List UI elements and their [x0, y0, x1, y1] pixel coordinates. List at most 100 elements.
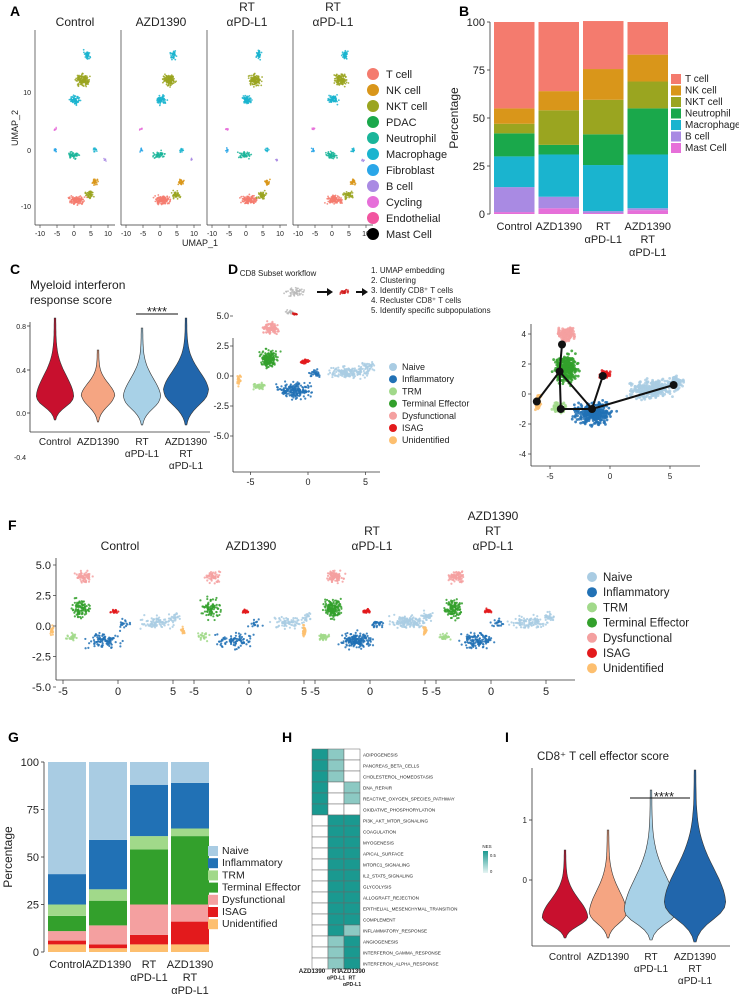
legend-label-d: Naive [402, 362, 425, 372]
cluster-point-d [266, 352, 270, 355]
cluster-point-a [169, 82, 172, 85]
cluster-point-d [368, 364, 371, 367]
cluster-point-a [162, 201, 165, 204]
cluster-point-d [277, 330, 280, 333]
cluster-point-d [284, 384, 287, 388]
cluster-point-a [250, 74, 253, 77]
cluster-point-a [169, 84, 172, 87]
cluster-point-e [667, 390, 670, 393]
cluster-point-d [276, 324, 279, 327]
y-tick-label-d: 5.0 [216, 311, 229, 321]
cluster-point-a [168, 196, 171, 198]
cluster-point-d [357, 365, 360, 368]
legend-swatch [671, 74, 681, 84]
bar-segment [627, 154, 668, 209]
cluster-point-e [562, 380, 565, 384]
x-tick-label: AZD1390 [536, 221, 582, 233]
cluster-point-f [119, 642, 122, 645]
cluster-point-d [270, 356, 273, 359]
cluster-point-a [82, 76, 85, 79]
x-tick-label-a: -5 [140, 231, 146, 238]
y-tick-label-a: 0 [27, 148, 31, 155]
cluster-point-e [602, 421, 606, 425]
cluster-point-a [67, 196, 70, 199]
cluster-point-f [147, 624, 150, 627]
workflow-umap-red [295, 313, 298, 315]
cluster-point-a [75, 104, 78, 107]
cluster-point-a [84, 74, 87, 77]
violin-c [122, 327, 162, 426]
cluster-point-a [190, 158, 193, 161]
cluster-point-a [94, 150, 96, 152]
cluster-point-a [260, 195, 262, 198]
cluster-point-f [87, 646, 90, 650]
cluster-point-d [272, 354, 275, 357]
cluster-point-a [347, 82, 350, 84]
cluster-point-a [105, 160, 107, 162]
cluster-point-a [164, 198, 167, 201]
y-tick-label-d: -2.5 [213, 401, 229, 411]
cluster-point-a [341, 78, 344, 81]
cluster-point-a [332, 97, 335, 100]
legend-label-d: Unidentified [402, 435, 450, 445]
cluster-point-a [86, 76, 89, 79]
workflow-umap-gray [294, 286, 297, 289]
x-tick-label-a: 0 [158, 231, 162, 238]
cluster-point-e [566, 364, 569, 368]
cluster-point-a [260, 84, 263, 87]
cluster-point-a [72, 152, 75, 155]
bar-segment [627, 108, 668, 155]
cluster-point-a [254, 200, 256, 203]
cluster-point-d [293, 389, 297, 392]
workflow-umap-gray [285, 290, 288, 293]
legend-swatch-d [389, 399, 397, 408]
cluster-point-a [257, 54, 260, 56]
cluster-point-f [155, 621, 158, 624]
cluster-point-e [575, 418, 579, 421]
cluster-point-a [70, 194, 73, 197]
cluster-point-a [175, 195, 178, 198]
cluster-point-e [604, 415, 608, 418]
cluster-point-e [586, 417, 590, 420]
cluster-point-a [139, 151, 141, 153]
cluster-point-a [162, 100, 165, 103]
x-tick-label-e: 0 [608, 472, 613, 481]
cluster-point-f [98, 634, 101, 637]
cluster-point-a [177, 183, 180, 186]
cluster-point-d [268, 357, 271, 361]
cluster-point-a [350, 190, 353, 193]
cluster-point-e [570, 417, 574, 421]
cluster-point-a [93, 184, 95, 186]
cluster-point-a [263, 189, 266, 192]
cluster-point-a [74, 99, 77, 101]
cluster-point-f [95, 640, 98, 644]
cluster-point-a [165, 83, 168, 86]
cluster-point-e [650, 381, 654, 385]
x-tick-label: αPD-L1 [629, 247, 667, 259]
cluster-point-e [581, 421, 585, 424]
cluster-point-f [149, 623, 152, 626]
cluster-point-e [676, 387, 680, 391]
x-tick-label-a: 5 [89, 231, 93, 238]
panel-letter-c: C [10, 261, 20, 277]
cluster-point-d [287, 392, 290, 395]
y-tick-label-d: -5.0 [213, 431, 229, 441]
cluster-point-a [73, 102, 76, 105]
cluster-point-a [339, 76, 342, 79]
cluster-point-a [69, 98, 72, 101]
cluster-point-a [84, 56, 87, 58]
cluster-point-e [574, 374, 578, 378]
cluster-point-e [607, 412, 610, 416]
cluster-point-a [327, 200, 330, 203]
cluster-point-a [162, 81, 164, 84]
y-tick-label: 100 [467, 17, 485, 29]
cluster-point-d [328, 371, 332, 374]
cluster-point-a [88, 52, 91, 54]
cluster-point-a [246, 201, 249, 204]
cluster-point-d [239, 375, 243, 379]
cluster-point-a [173, 54, 176, 57]
legend-label: Neutrophil [685, 109, 731, 120]
cluster-point-d [257, 383, 261, 386]
cluster-point-e [556, 401, 559, 405]
